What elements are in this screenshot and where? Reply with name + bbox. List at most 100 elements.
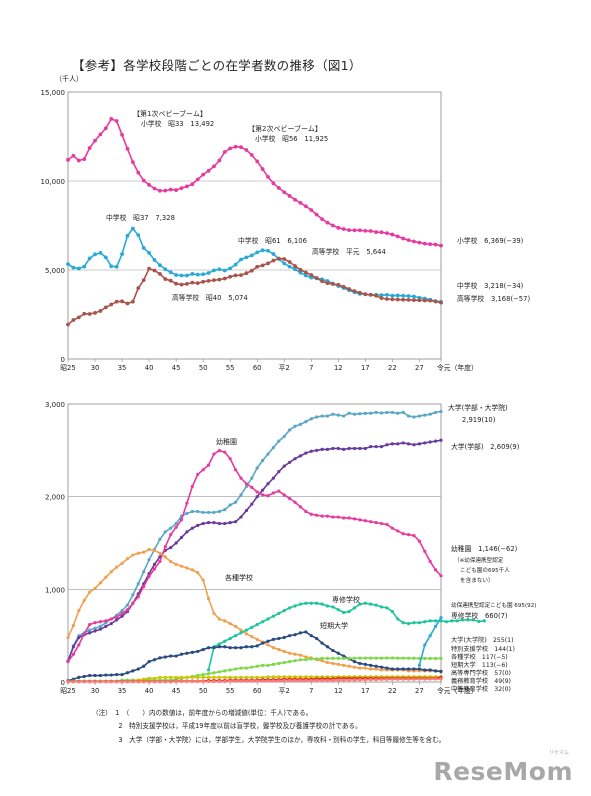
data-point-university (266, 452, 270, 456)
data-point-technical_college (261, 675, 265, 679)
data-point-kindergarten (163, 545, 167, 549)
data-point-misc_school (369, 667, 373, 671)
data-point-elementary (136, 170, 141, 175)
data-point-specialized_training (406, 622, 411, 626)
data-point-specialized_training (450, 619, 454, 623)
data-point-high_school (374, 293, 379, 298)
data-point-masters (120, 680, 124, 684)
data-point-technical_college (169, 675, 173, 679)
data-point-high_school (217, 277, 222, 282)
x-tick-label: 平2 (279, 687, 290, 695)
data-point-elementary (433, 242, 438, 247)
x-tick-label: 50 (199, 687, 208, 695)
data-point-kindergarten (206, 463, 211, 467)
data-point-misc_school (201, 578, 205, 582)
data-point-misc_school (169, 559, 173, 564)
data-point-kindergarten (233, 468, 238, 472)
end-label-elementary: 小学校 6,369(−39) (457, 236, 524, 245)
x-tick-label: 昭25 (60, 687, 75, 695)
data-point-university_undergrad (315, 448, 319, 452)
data-point-junior_college (228, 646, 232, 650)
note-3: 3 大学（学部・大学院）には，学部学生，大学院学生のほか，専攻科・別科の学生，科… (92, 736, 446, 744)
data-point-high_school (239, 273, 243, 278)
y-unit-label: （千人） (55, 74, 83, 83)
data-point-junior_college (142, 664, 146, 668)
data-point-kindergarten (417, 539, 421, 543)
data-point-specialized_training (455, 619, 459, 623)
data-point-high_school (379, 296, 384, 301)
data-point-masters (320, 678, 324, 682)
data-point-masters (88, 680, 92, 684)
data-point-junior_college (244, 645, 248, 649)
data-point-junior_high (228, 266, 233, 271)
data-point-specialized_training (239, 631, 243, 635)
data-point-special_needs (309, 657, 313, 661)
data-point-university (131, 593, 135, 597)
end-label-kindergarten-note1: （※幼保連携型認定 (454, 556, 504, 564)
data-point-masters (212, 679, 216, 684)
data-point-specialized_training (342, 610, 346, 615)
data-point-elementary (287, 194, 292, 198)
data-point-elementary (168, 187, 173, 192)
data-point-masters (185, 679, 189, 684)
data-point-university (363, 411, 367, 415)
data-point-special_needs (293, 659, 297, 663)
data-point-masters (136, 680, 140, 684)
data-point-specialized_training (482, 619, 486, 623)
data-point-misc_school (131, 553, 135, 557)
data-point-university_undergrad (244, 508, 248, 513)
data-point-junior_high (379, 293, 384, 297)
data-point-masters (125, 680, 130, 684)
data-point-junior_high (185, 273, 189, 278)
series-line-special_needs (68, 657, 442, 682)
data-point-misc_school (331, 661, 335, 666)
data-point-university (320, 414, 324, 418)
data-point-misc_school (125, 557, 130, 561)
data-point-special_needs (288, 660, 292, 664)
data-point-high_school (298, 267, 303, 272)
data-point-junior_high (87, 256, 92, 261)
end-label-special-needs: 特別支援学校 144(1) (451, 645, 515, 653)
data-point-kindergarten (293, 500, 297, 504)
data-point-special_needs (206, 672, 211, 676)
data-point-misc_school (179, 564, 184, 568)
data-point-university_undergrad (288, 460, 292, 464)
data-point-masters (77, 680, 81, 684)
data-point-kindergarten (379, 521, 384, 526)
data-point-specialized_training (325, 604, 330, 608)
data-point-university (412, 415, 416, 419)
data-point-junior_high (201, 272, 206, 277)
data-point-junior_high (103, 255, 108, 260)
data-point-masters (298, 679, 303, 683)
data-point-kindergarten (320, 514, 324, 518)
data-point-masters (228, 679, 232, 683)
data-point-high_school (233, 273, 238, 278)
data-point-technical_college (158, 675, 162, 679)
x-tick-label: 昭25 (60, 364, 75, 372)
data-point-elementary (152, 186, 157, 191)
data-point-high_school (82, 311, 87, 316)
data-point-masters (363, 678, 367, 682)
data-point-specialized_training (358, 602, 362, 606)
data-point-junior_college (185, 651, 189, 655)
data-point-university_undergrad (71, 645, 76, 649)
data-point-elementary (212, 164, 216, 169)
data-point-kindergarten (179, 518, 184, 522)
data-point-university_undergrad (201, 521, 205, 526)
data-point-junior_high (147, 251, 151, 255)
data-point-specialized_training (444, 620, 449, 624)
data-point-university_undergrad (347, 446, 351, 451)
data-point-misc_school (152, 548, 157, 553)
data-point-high_school (276, 256, 281, 261)
data-point-special_needs (325, 656, 330, 660)
data-point-elementary (303, 204, 308, 209)
data-point-masters (315, 678, 319, 682)
x-tick-label: 12 (334, 687, 343, 695)
end-label-kindergarten: 幼稚園 1,146(−62) (451, 544, 518, 553)
data-point-high_school (428, 298, 433, 303)
data-point-university_undergrad (206, 521, 211, 525)
data-point-elementary (174, 188, 179, 192)
data-point-elementary (228, 146, 233, 151)
data-point-university (352, 412, 357, 416)
data-point-technical_college (174, 675, 178, 679)
